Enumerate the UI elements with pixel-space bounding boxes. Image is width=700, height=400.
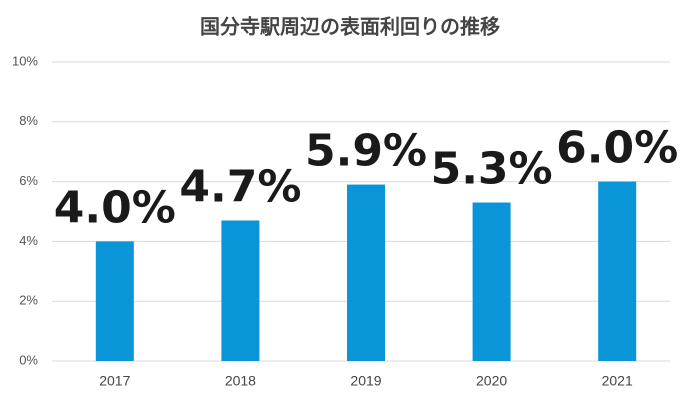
x-tick-label: 2017: [99, 373, 130, 389]
bar: [347, 184, 385, 361]
value-label: 4.7%: [179, 161, 301, 212]
bar: [95, 241, 134, 361]
x-tick-label: 2021: [602, 373, 633, 389]
value-label: 6.0%: [556, 123, 678, 174]
x-tick-label: 2019: [350, 373, 381, 389]
y-tick-label: 2%: [19, 293, 38, 308]
bar: [221, 220, 260, 361]
y-tick-label: 8%: [19, 113, 38, 128]
x-tick-label: 2020: [476, 373, 507, 389]
chart-title: 国分寺駅周辺の表面利回りの推移: [200, 15, 500, 39]
value-label: 5.3%: [431, 144, 553, 195]
y-tick-label: 4%: [19, 233, 38, 248]
value-label: 4.0%: [54, 182, 176, 233]
y-tick-label: 6%: [19, 173, 38, 188]
bar: [472, 202, 511, 361]
y-tick-label: 0%: [19, 352, 38, 367]
x-tick-label: 2018: [225, 373, 256, 389]
y-tick-label: 10%: [12, 53, 38, 68]
bar: [598, 181, 637, 361]
value-label: 5.9%: [305, 126, 427, 177]
